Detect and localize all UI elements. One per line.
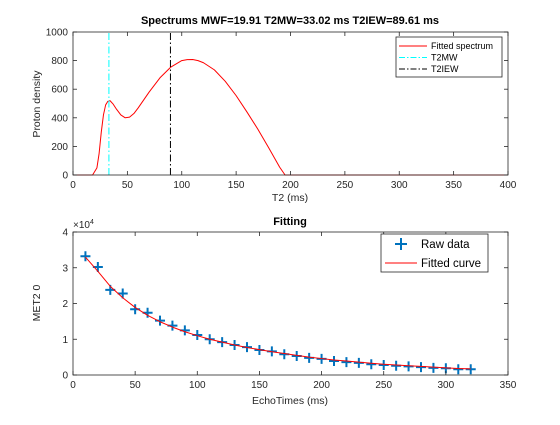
legend-label-t2mw: T2MW: [431, 53, 458, 63]
fitting-xtick-label: 350: [500, 380, 517, 391]
legend-label-fitted-spectrum: Fitted spectrum: [431, 41, 493, 51]
spectrum-xtick-label: 350: [445, 180, 462, 191]
fitting-y-exponent: ×104: [73, 219, 94, 231]
fitting-xtick-label: 250: [375, 380, 392, 391]
fitting-ytick-label: 3: [62, 263, 68, 274]
spectrum-axes: Spectrums MWF=19.91 T2MW=33.02 ms T2IEW=…: [31, 15, 517, 204]
fitting-title: Fitting: [273, 216, 307, 228]
fitting-legend: Raw data Fitted curve: [381, 234, 488, 272]
fitting-xtick-label: 50: [130, 380, 142, 391]
spectrum-ytick-label: 600: [51, 85, 68, 96]
spectrum-xlabel: T2 (ms): [272, 192, 308, 204]
spectrum-ytick-label: 200: [51, 142, 68, 153]
spectrum-ytick-label: 0: [62, 171, 68, 182]
spectrum-xtick-label: 0: [70, 180, 76, 191]
fitting-xtick-label: 300: [438, 380, 455, 391]
fitting-y-exponent-base: ×10: [73, 220, 90, 231]
fitting-xtick-label: 100: [189, 380, 206, 391]
spectrum-xtick-label: 300: [391, 180, 408, 191]
spectrum-xtick-label: 50: [122, 180, 134, 191]
fitting-xtick-label: 150: [251, 380, 268, 391]
spectrum-xtick-label: 150: [228, 180, 245, 191]
spectrum-title: Spectrums MWF=19.91 T2MW=33.02 ms T2IEW=…: [141, 15, 439, 27]
spectrum-ytick-label: 1000: [46, 28, 69, 39]
fitting-ytick-label: 0: [62, 371, 68, 382]
fitting-xtick-label: 200: [313, 380, 330, 391]
spectrum-ytick-label: 400: [51, 113, 68, 124]
fitting-ytick-label: 2: [62, 299, 68, 310]
fitting-y-exponent-power: 4: [90, 219, 94, 226]
spectrum-xtick-label: 100: [173, 180, 190, 191]
spectrum-xtick-label: 200: [282, 180, 299, 191]
spectrum-xtick-label: 250: [337, 180, 354, 191]
fitting-ytick-label: 4: [62, 228, 68, 239]
fitting-ylabel: MET2 0: [31, 284, 43, 321]
spectrum-ytick-label: 800: [51, 56, 68, 67]
legend-label-t2iew: T2IEW: [431, 64, 459, 74]
fitting-axes: Fitting MET2 0 EchoTimes (ms) ×104 0 50 10…: [31, 216, 517, 407]
fitting-ytick-label: 1: [62, 335, 68, 346]
fitting-xlabel: EchoTimes (ms): [252, 395, 328, 407]
spectrum-ylabel: Proton density: [31, 70, 43, 138]
legend-label-raw-data: Raw data: [421, 239, 470, 251]
spectrum-xtick-label: 400: [500, 180, 517, 191]
spectrum-legend: Fitted spectrum T2MW T2IEW: [396, 37, 502, 77]
legend-label-fitted-curve: Fitted curve: [421, 258, 481, 270]
fitting-xtick-label: 0: [70, 380, 76, 391]
